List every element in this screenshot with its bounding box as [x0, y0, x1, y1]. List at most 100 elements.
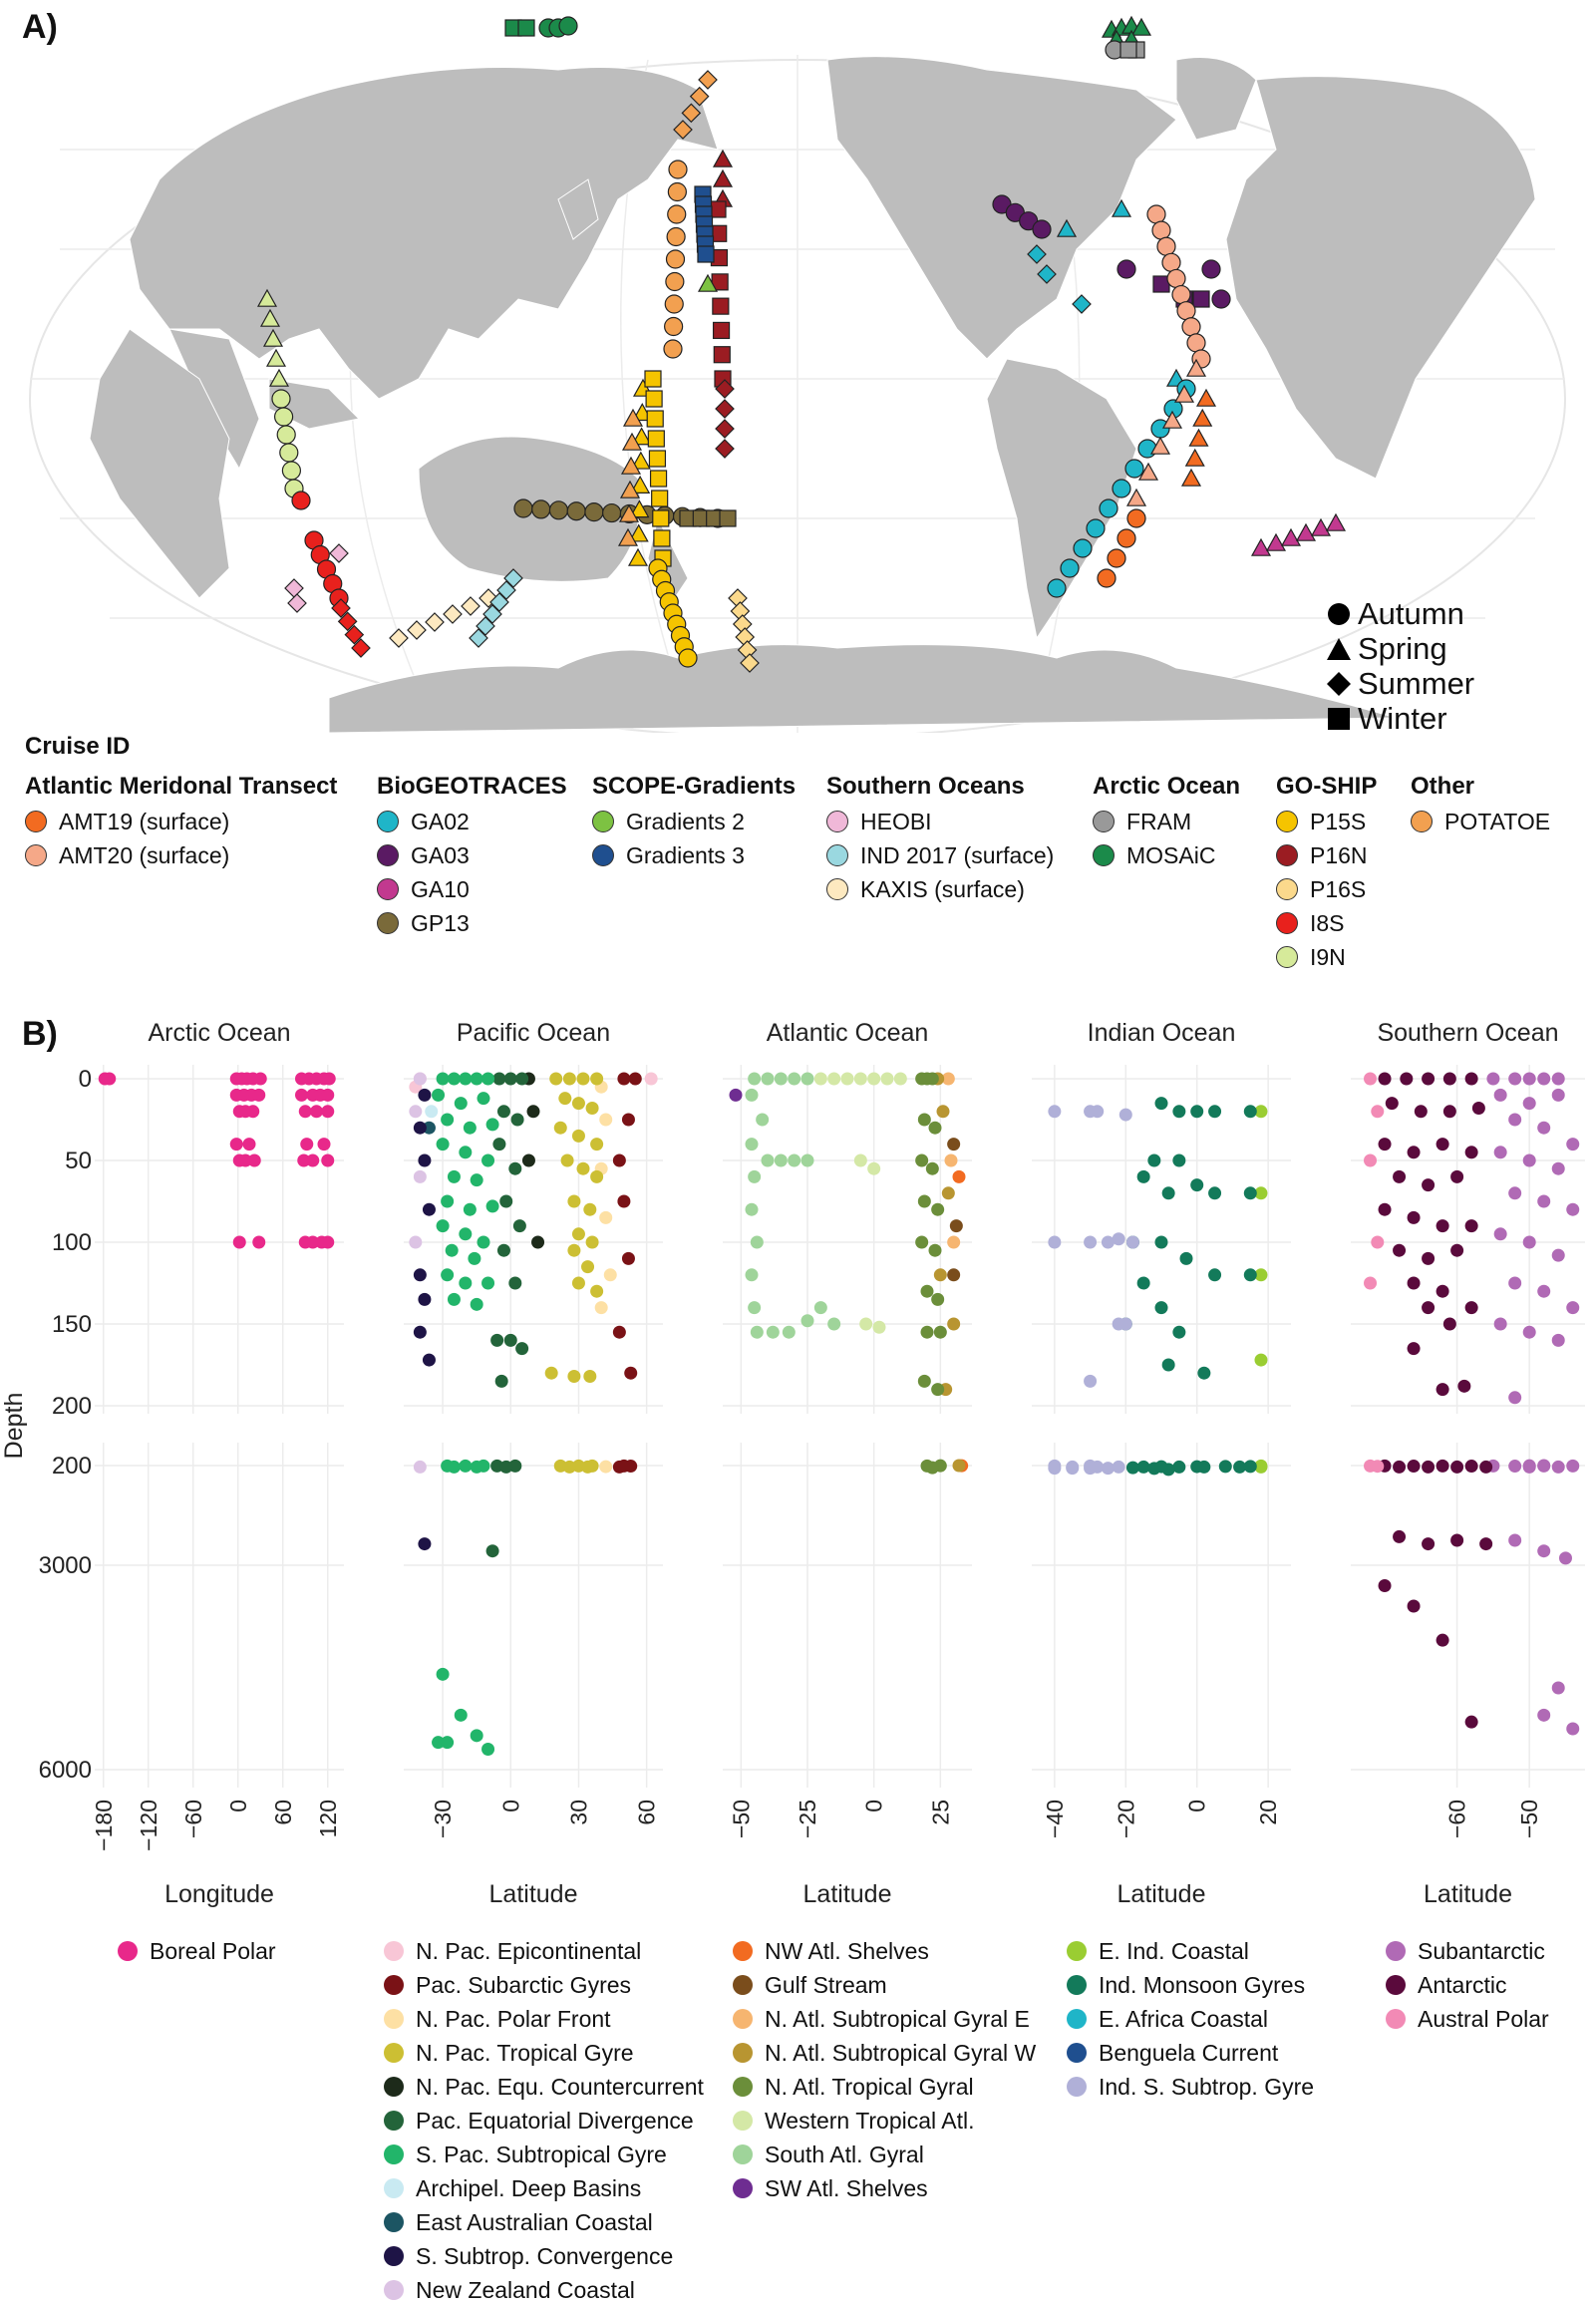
station-marker: [268, 368, 290, 387]
data-point: [915, 1235, 929, 1249]
data-point: [915, 1154, 929, 1167]
data-point: [567, 1243, 581, 1257]
data-point: [1125, 1235, 1139, 1249]
data-point: [1136, 1460, 1150, 1474]
cruise-group-title: Other: [1411, 773, 1475, 800]
data-point: [1479, 1537, 1493, 1551]
x-tick-label: 60: [634, 1800, 660, 1825]
data-point: [617, 1072, 631, 1086]
station-marker: [666, 226, 686, 247]
data-point: [947, 1138, 961, 1152]
data-point: [872, 1320, 886, 1334]
x-tick-label: 30: [565, 1800, 591, 1825]
data-point: [800, 1314, 814, 1328]
cruise-color-swatch: [1276, 946, 1298, 968]
data-point: [560, 1154, 574, 1167]
data-point: [949, 1219, 963, 1233]
station-marker: [1027, 244, 1047, 264]
cruise-label: P16S: [1310, 875, 1367, 902]
data-point: [413, 1072, 427, 1086]
data-point: [590, 1284, 604, 1298]
cruise-label: MOSAiC: [1126, 841, 1216, 868]
cruise-legend-item: FRAM: [1093, 805, 1240, 838]
data-point: [1378, 1072, 1392, 1086]
province-legend: N. Pac. Epicontinental Pac. Subarctic Gyr…: [384, 1934, 704, 2307]
data-point: [246, 1105, 260, 1119]
data-point: [454, 1708, 468, 1722]
square-icon: [1328, 707, 1350, 730]
data-point: [470, 1072, 483, 1086]
cruise-label: I8S: [1310, 909, 1345, 936]
station-marker: [1188, 428, 1209, 447]
station-marker: [1310, 517, 1332, 536]
station-marker: [279, 443, 299, 463]
province-legend: Boreal Polar: [118, 1934, 276, 1968]
data-point: [1407, 1146, 1421, 1159]
data-point: [1522, 1460, 1536, 1474]
x-tick-label: 60: [270, 1800, 296, 1825]
station-marker: [697, 273, 719, 292]
station-marker: [461, 596, 480, 616]
land-europe-africa-east: [1225, 76, 1536, 480]
province-label: Ind. S. Subtrop. Gyre: [1099, 2073, 1315, 2100]
station-marker: [664, 316, 684, 337]
data-point: [1537, 1284, 1551, 1298]
cruise-label: P15S: [1310, 808, 1367, 834]
cruise-label: POTATOE: [1444, 808, 1551, 834]
province-legend-item: N. Pac. Tropical Gyre: [384, 2036, 704, 2070]
station-marker: [262, 328, 284, 347]
data-point: [583, 1369, 597, 1383]
season-legend: Autumn Spring Summer Winter: [1326, 596, 1474, 736]
data-point: [1084, 1374, 1098, 1388]
data-point: [459, 1146, 473, 1159]
data-point: [1442, 1072, 1456, 1086]
province-legend-item: Gulf Stream: [733, 1968, 1036, 2002]
circle-icon: [1328, 602, 1350, 625]
cruise-color-swatch: [1276, 912, 1298, 934]
data-point: [1154, 1460, 1168, 1474]
station-marker: [331, 598, 351, 618]
data-point: [1400, 1072, 1414, 1086]
cruise-group-title: BioGEOTRACES: [377, 773, 567, 800]
province-color-swatch: [384, 1941, 404, 1961]
data-point: [1385, 1097, 1399, 1111]
data-point: [599, 1113, 613, 1127]
cruise-label: I9N: [1310, 943, 1346, 970]
facet-title: Atlantic Ocean: [767, 1019, 929, 1047]
province-label: N. Atl. Subtropical Gyral E: [765, 2005, 1030, 2032]
x-tick-label: −25: [795, 1800, 820, 1838]
data-point: [1464, 1301, 1478, 1315]
station-marker: [681, 103, 702, 124]
data-point: [441, 1736, 455, 1750]
station-marker: [1180, 468, 1202, 487]
data-point: [477, 1235, 490, 1249]
province-legend-item: Western Tropical Atl.: [733, 2104, 1036, 2138]
x-tick-label: −60: [1444, 1800, 1470, 1838]
data-point: [1233, 1460, 1247, 1474]
data-point: [813, 1301, 827, 1315]
station-marker: [646, 410, 664, 428]
x-tick-label: −40: [1042, 1800, 1068, 1838]
data-point: [859, 1317, 873, 1331]
province-color-swatch: [384, 2178, 404, 2198]
cruise-group-title: Atlantic Meridonal Transect: [25, 773, 338, 800]
data-point: [441, 1194, 455, 1208]
province-color-swatch: [733, 2077, 753, 2097]
data-point: [413, 1460, 427, 1474]
land-asia: [129, 67, 719, 400]
data-point: [1422, 1072, 1436, 1086]
data-point: [1112, 1460, 1125, 1474]
y-tick-label: 50: [65, 1148, 92, 1174]
land-africa: [89, 328, 230, 599]
data-point: [503, 1333, 517, 1347]
province-color-swatch: [384, 2043, 404, 2063]
station-marker: [1126, 508, 1146, 528]
data-point: [1508, 1113, 1522, 1127]
station-marker: [673, 120, 693, 140]
station-marker: [719, 509, 737, 527]
province-color-swatch: [384, 2111, 404, 2131]
data-point: [1243, 1268, 1257, 1282]
station-marker: [425, 612, 445, 632]
data-point: [413, 1325, 427, 1339]
data-point: [581, 1260, 595, 1274]
